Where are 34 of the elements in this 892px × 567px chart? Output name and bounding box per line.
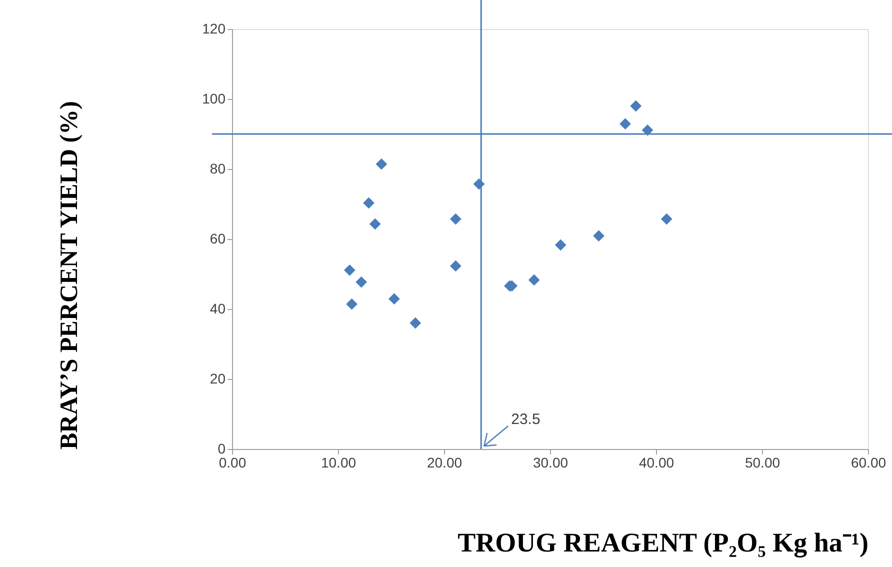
- y-tick-label: 100: [202, 90, 226, 106]
- point: [630, 100, 642, 112]
- x-tick-label: 30.00: [532, 454, 568, 470]
- x-tick-label: 0.00: [218, 454, 246, 470]
- y-tick-label: 0: [218, 440, 226, 456]
- point: [344, 264, 356, 276]
- y-tick-label: 60: [210, 230, 226, 246]
- y-tick-label: 80: [210, 160, 226, 176]
- point: [369, 218, 381, 230]
- point: [388, 293, 400, 305]
- x-tick-label: 50.00: [744, 454, 780, 470]
- y-tick-label: 40: [210, 300, 226, 316]
- x-tick-label: 10.00: [320, 454, 356, 470]
- point: [450, 213, 462, 225]
- point: [376, 158, 388, 170]
- point: [593, 230, 604, 242]
- point: [554, 239, 566, 251]
- point: [410, 317, 422, 329]
- point: [528, 274, 540, 286]
- point: [642, 124, 654, 136]
- point: [356, 276, 368, 288]
- point: [450, 260, 462, 272]
- point: [660, 213, 672, 225]
- y-tick-label: 120: [202, 20, 226, 36]
- point: [346, 298, 358, 310]
- x-tick-label: 20.00: [426, 454, 462, 470]
- y-axis-title: BRAY’S PERCENT YIELD (%): [56, 101, 84, 450]
- point: [363, 197, 374, 209]
- ref-line-label: 23.5: [511, 411, 540, 428]
- x-axis-title: TROUG REAGENT (P₂O₅ Kg ha⁻¹): [458, 528, 868, 558]
- x-tick-label: 60.00: [850, 454, 886, 470]
- point: [620, 118, 631, 130]
- x-tick-label: 40.00: [638, 454, 674, 470]
- y-tick-label: 20: [210, 370, 226, 386]
